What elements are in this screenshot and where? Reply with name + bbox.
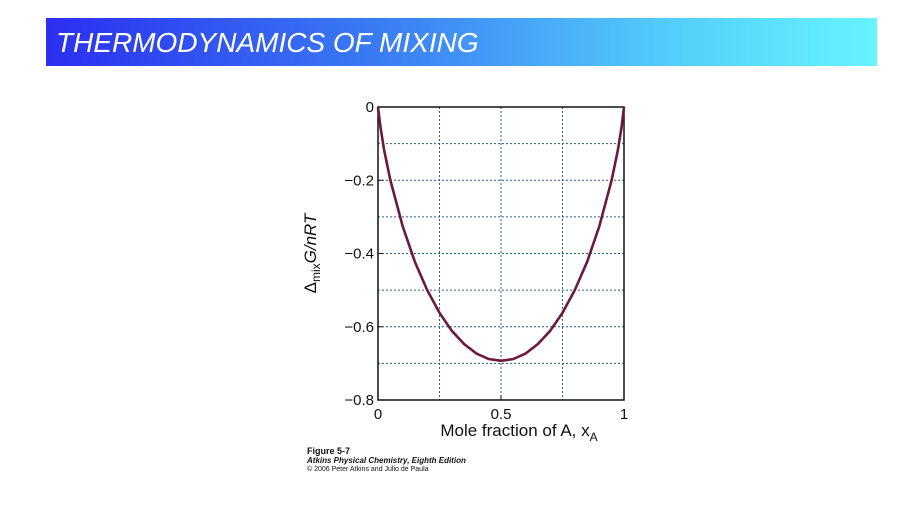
caption-figure-number: Figure 5-7 <box>307 446 351 456</box>
grid <box>378 107 624 400</box>
x-tick-label: 1 <box>620 406 628 423</box>
y-axis-label-main: G/nRT <box>301 212 320 263</box>
y-axis-label: ΔmixG/nRT <box>301 212 323 293</box>
series-line <box>376 106 626 363</box>
figure-caption: Figure 5-7 Atkins Physical Chemistry, Ei… <box>307 446 466 474</box>
x-tick-label: 0 <box>374 406 382 423</box>
caption-copyright: © 2006 Peter Atkins and Julio de Paula <box>307 466 429 473</box>
y-tick-label: −0.6 <box>344 319 374 336</box>
x-tick-label: 0.5 <box>491 406 512 423</box>
y-tick-label: −0.8 <box>344 392 374 409</box>
x-axis-label-subscript: A <box>590 430 598 444</box>
y-axis-label-subscript: mix <box>309 263 323 282</box>
y-tick-label: −0.2 <box>344 172 374 189</box>
ticks: 0−0.2−0.4−0.6−0.80 0.5 1 <box>344 99 628 423</box>
y-tick-label: −0.4 <box>344 246 374 263</box>
x-axis-label-main: Mole fraction of A, x <box>440 421 590 440</box>
caption-book-title: Atkins Physical Chemistry, Eighth Editio… <box>307 456 466 465</box>
y-tick-label: 0 <box>366 99 374 116</box>
y-axis-label-prefix: Δ <box>301 282 320 293</box>
x-axis-label: Mole fraction of A, xA <box>440 421 597 444</box>
title-bar: THERMODYNAMICS OF MIXING <box>46 18 877 66</box>
slide-title: THERMODYNAMICS OF MIXING <box>56 27 479 58</box>
